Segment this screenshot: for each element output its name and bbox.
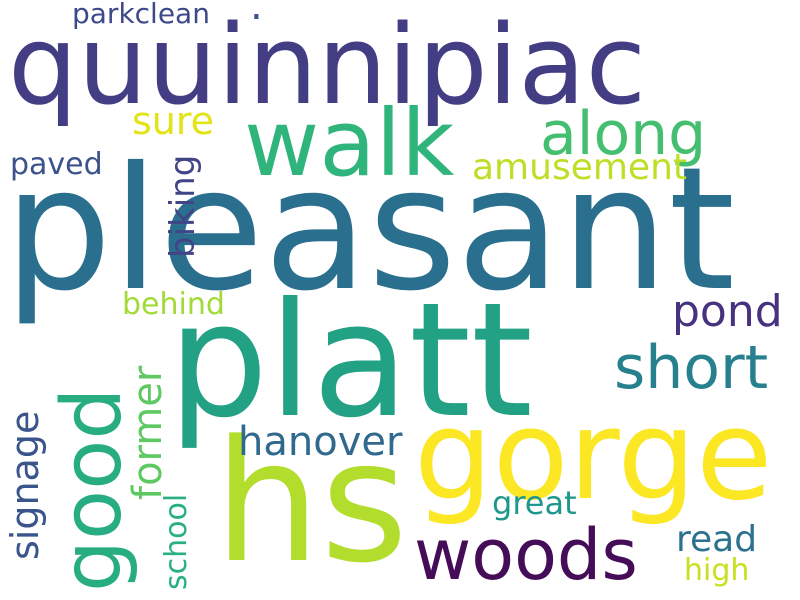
- word-woods: woods: [414, 514, 638, 596]
- word-signage: signage: [3, 410, 47, 560]
- word-good: good: [45, 387, 140, 592]
- word-hs: hs: [214, 404, 409, 600]
- word-dot: .: [250, 0, 263, 29]
- word-gorge: gorge: [414, 384, 773, 528]
- word-great: great: [492, 484, 577, 522]
- word-parkclean: parkclean: [72, 0, 210, 30]
- word-paved: paved: [10, 147, 103, 182]
- word-behind: behind: [122, 287, 225, 322]
- word-read: read: [676, 519, 758, 560]
- word-platt: platt: [168, 269, 533, 453]
- word-hanover: hanover: [238, 419, 403, 465]
- word-biking: biking: [163, 154, 203, 258]
- word-along: along: [540, 99, 707, 169]
- word-short: short: [614, 333, 769, 403]
- word-high: high: [684, 553, 750, 588]
- word-walk: walk: [244, 90, 455, 197]
- word-sure: sure: [132, 99, 215, 143]
- word-pond: pond: [672, 286, 783, 337]
- word-former: former: [125, 365, 171, 500]
- word-school: school: [159, 493, 194, 590]
- word-amusement: amusement: [472, 147, 687, 188]
- word-pleasant: pleasant: [4, 131, 736, 329]
- word-quuinnipiac: quuinnipiac: [8, 1, 647, 129]
